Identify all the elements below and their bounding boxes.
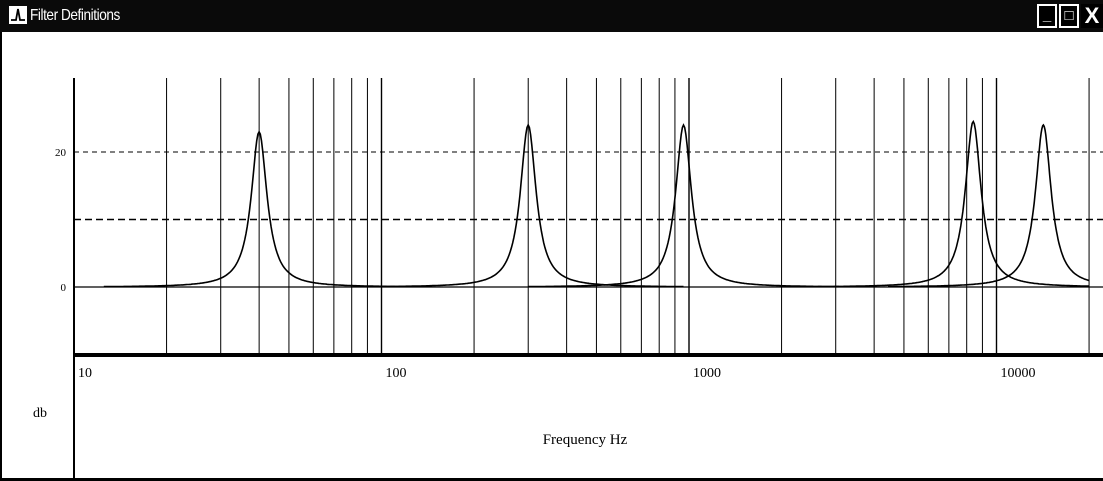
filter-response-chart: 10 100 1000 10000 0 20 Frequency Hz db [33,78,1103,481]
maximize-button[interactable]: □ [1059,4,1079,28]
x-tick-label-10: 10 [78,366,92,381]
filter-response-icon [9,6,27,24]
minimize-button[interactable]: _ [1037,4,1057,28]
x-tick-label-1000: 1000 [693,366,721,381]
filter-curve-4 [817,119,1090,288]
x-tick-label-100: 100 [386,366,407,381]
x-tick-label-10000: 10000 [1001,366,1036,381]
x-axis-label: Frequency Hz [543,432,628,448]
y-tick-label-0: 0 [61,282,67,294]
y-tick-labels: 0 20 [55,147,67,294]
vertical-gridlines [73,78,1090,355]
x-tick-labels: 10 100 1000 10000 [78,366,1036,381]
filter-curve-1 [103,130,415,288]
window-title: Filter Definitions [30,7,120,24]
title-bar[interactable]: Filter Definitions _ □ X [0,0,1103,32]
y-axis-label: db [33,406,47,421]
filter-curve-5 [888,123,1090,288]
close-button[interactable]: X [1081,4,1103,28]
horizontal-gridlines [74,151,1103,288]
filter-curve-2 [372,123,684,288]
y-tick-label-20: 20 [55,147,67,159]
filter-curve-3 [528,123,839,288]
filter-curves [103,119,1090,288]
